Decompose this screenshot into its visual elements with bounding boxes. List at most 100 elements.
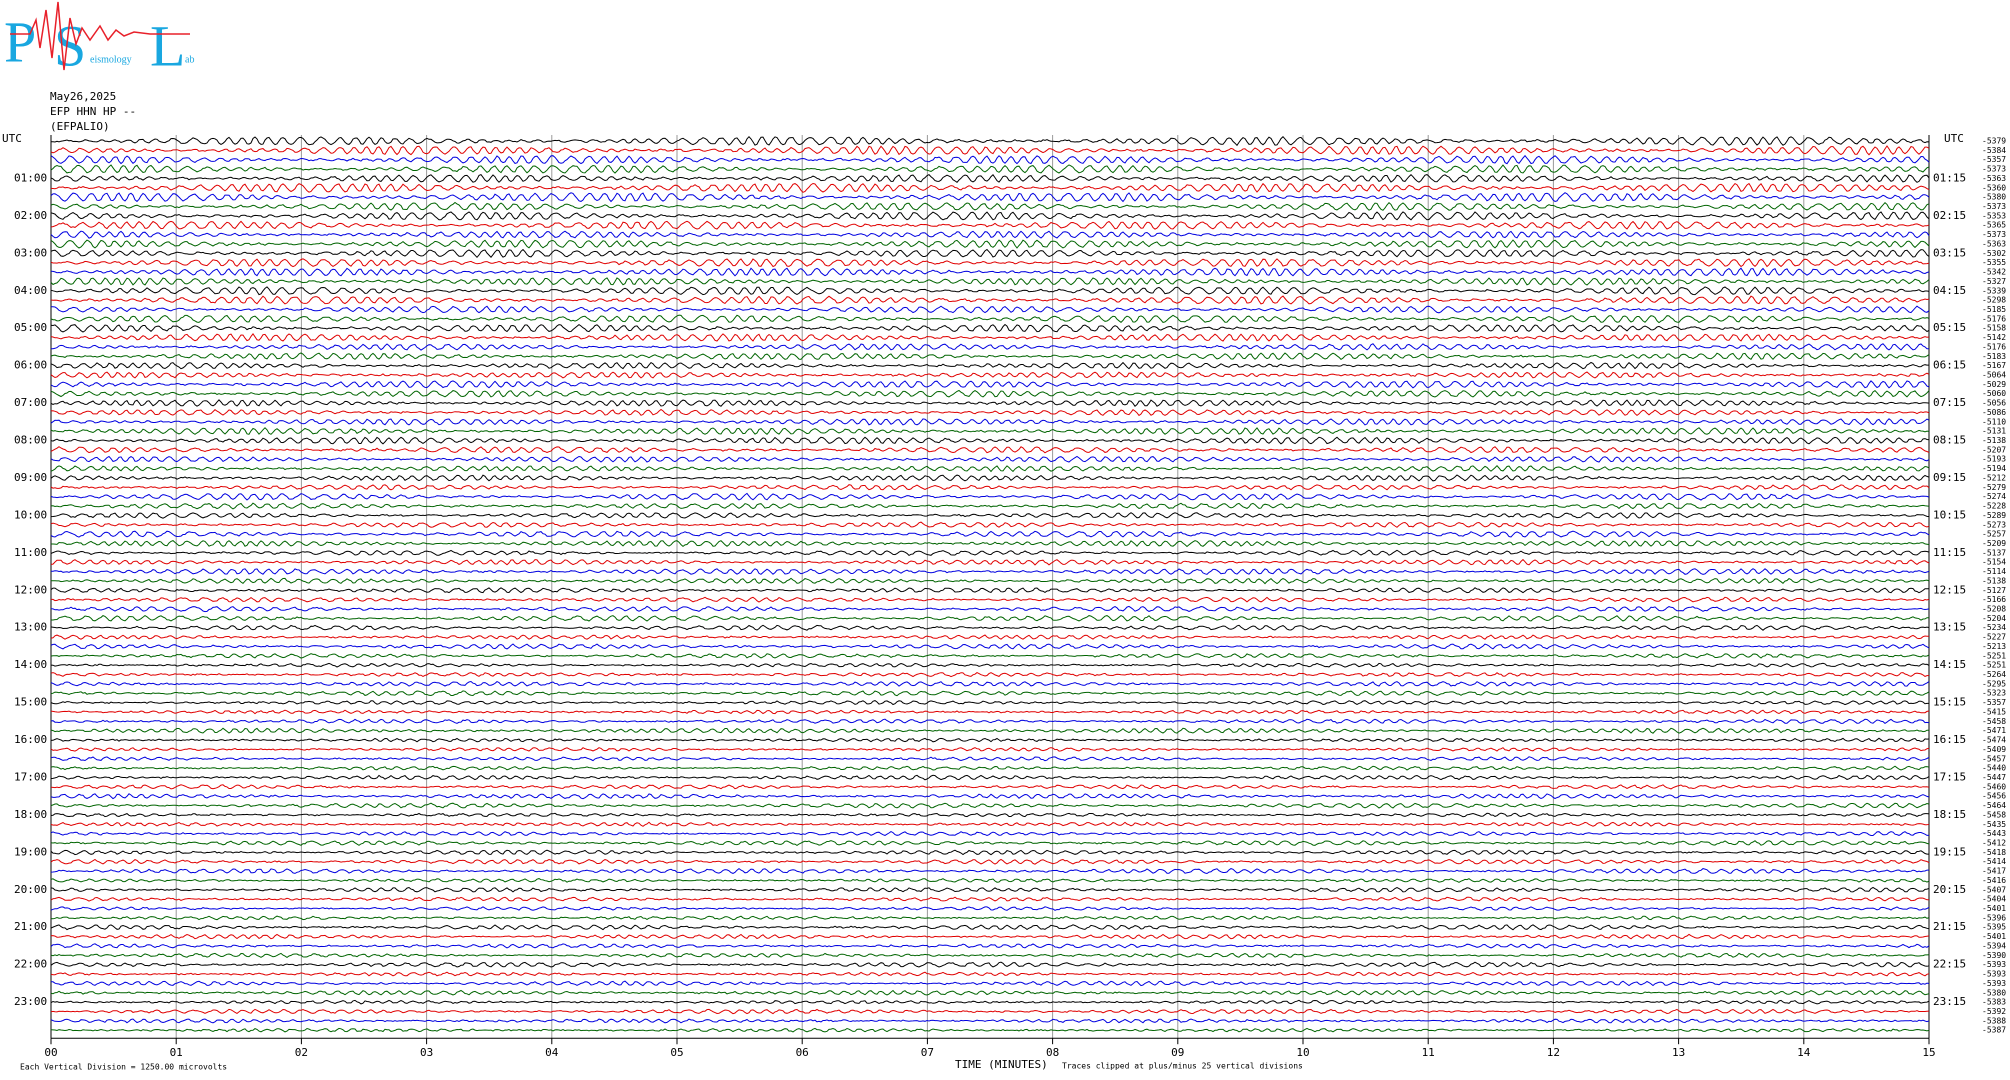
trace-offset: -5213 (1982, 642, 2006, 651)
trace-offset: -5323 (1982, 689, 2006, 698)
trace (50, 267, 1930, 277)
x-tick-label: 01 (170, 1046, 183, 1059)
trace-offset: -5360 (1982, 183, 2006, 192)
hour-label: 18:00 (14, 808, 47, 821)
trace (50, 906, 1930, 911)
trace (50, 793, 1930, 800)
trace (51, 614, 1929, 622)
trace (50, 924, 1930, 931)
trace-offset: -5273 (1982, 520, 2006, 529)
trace-offset: -5257 (1982, 530, 2006, 539)
trace-offset: -5387 (1982, 1026, 2006, 1035)
trace (50, 154, 1930, 165)
hour-label: 07:15 (1933, 396, 1966, 409)
x-tick-label: 05 (670, 1046, 683, 1059)
date: May26,2025 (50, 90, 116, 103)
hour-label: 04:15 (1933, 284, 1966, 297)
trace-offset: -5379 (1982, 137, 2006, 146)
trace (50, 164, 1930, 174)
trace-offset: -5384 (1982, 146, 2006, 155)
trace-offset: -5393 (1982, 970, 2006, 979)
traces (50, 135, 1930, 1033)
hour-label: 17:00 (14, 770, 47, 783)
trace-offset: -5295 (1982, 679, 2006, 688)
trace-offset: -5464 (1982, 801, 2006, 810)
trace-offset: -5138 (1982, 576, 2006, 585)
hour-label: 19:15 (1933, 845, 1966, 858)
hour-label: 12:15 (1933, 583, 1966, 596)
trace-offset: -5154 (1982, 558, 2006, 567)
trace (50, 867, 1929, 875)
hour-label: 06:00 (14, 359, 47, 372)
trace (50, 417, 1930, 426)
trace (50, 399, 1930, 407)
trace (50, 784, 1930, 790)
x-tick-label: 13 (1672, 1046, 1685, 1059)
trace (51, 596, 1930, 603)
hour-label: 19:00 (14, 845, 47, 858)
trace-offset: -5251 (1982, 661, 2006, 670)
trace-offset: -5396 (1982, 913, 2006, 922)
trace-offset: -5279 (1982, 483, 2006, 492)
trace (50, 530, 1930, 538)
trace (50, 474, 1930, 482)
hour-label: 14:15 (1933, 658, 1966, 671)
trace (50, 352, 1930, 361)
scale-note: Each Vertical Division = 1250.00 microvo… (20, 1063, 227, 1072)
trace-offset: -5373 (1982, 230, 2006, 239)
trace-offset: -5383 (1982, 998, 2006, 1007)
trace (50, 802, 1930, 809)
trace (50, 446, 1930, 454)
logo-subtitle: eismology (90, 54, 132, 65)
hour-label: 06:15 (1933, 359, 1966, 372)
trace (50, 492, 1930, 501)
x-tick-label: 12 (1547, 1046, 1560, 1059)
trace (51, 343, 1930, 351)
trace-offset: -5401 (1982, 932, 2006, 941)
hour-label: 11:15 (1933, 546, 1966, 559)
hour-label: 01:15 (1933, 171, 1966, 184)
trace-offset: -5204 (1982, 614, 2006, 623)
trace (50, 737, 1930, 743)
trace (50, 549, 1930, 557)
trace-offset: -5029 (1982, 380, 2006, 389)
trace-offset: -5298 (1982, 296, 2006, 305)
trace (51, 577, 1930, 585)
trace-offset: -5388 (1982, 1016, 2006, 1025)
trace (50, 248, 1930, 259)
trace (50, 258, 1930, 268)
hour-label: 23:00 (14, 995, 47, 1008)
hour-label: 05:00 (14, 321, 47, 334)
trace-offset: -5414 (1982, 857, 2006, 866)
logo-subtitle: ab (185, 54, 194, 65)
trace-offset: -5395 (1982, 923, 2006, 932)
logo-wave (10, 1, 190, 71)
trace (50, 568, 1930, 575)
trace (50, 624, 1930, 631)
trace (50, 756, 1930, 762)
trace (50, 933, 1930, 940)
trace (50, 408, 1930, 417)
trace (50, 634, 1929, 640)
trace-offset: -5342 (1982, 268, 2006, 277)
trace-offset: -5056 (1982, 399, 2006, 408)
hour-label: 17:15 (1933, 770, 1966, 783)
hour-label: 21:15 (1933, 920, 1966, 933)
trace (50, 333, 1930, 342)
hour-label: 07:00 (14, 396, 47, 409)
hour-label: 18:15 (1933, 808, 1966, 821)
trace (50, 295, 1930, 305)
trace (50, 587, 1930, 594)
trace (50, 286, 1930, 296)
trace-offset: -5457 (1982, 754, 2006, 763)
axis-title: TIME (MINUTES) (955, 1058, 1048, 1071)
trace-offset: -5185 (1982, 305, 2006, 314)
trace-offset: -5289 (1982, 511, 2006, 520)
trace-offset: -5355 (1982, 258, 2006, 267)
trace (50, 878, 1930, 883)
trace-offset: -5166 (1982, 595, 2006, 604)
trace (50, 672, 1930, 678)
trace-offset: -5417 (1982, 867, 2006, 876)
x-tick-label: 15 (1922, 1046, 1935, 1059)
